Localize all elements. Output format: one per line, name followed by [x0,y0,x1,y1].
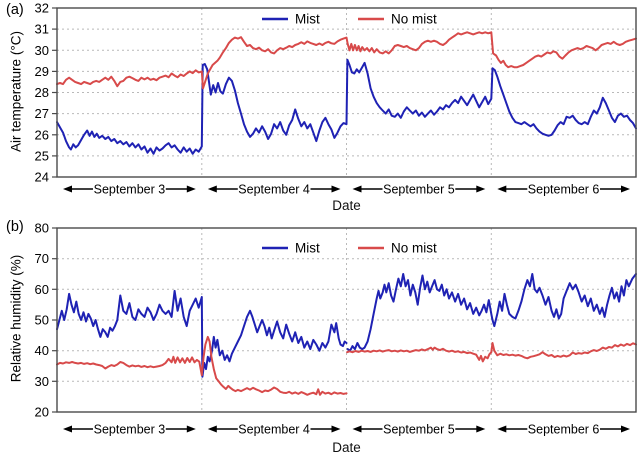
panel-b-label: (b) [6,219,24,235]
y-tick-label: 24 [35,170,49,185]
y-tick-label: 31 [35,22,49,37]
x-axis-title: Date [332,440,361,455]
left-arrow-icon [207,185,217,193]
right-arrow-icon [186,425,196,433]
y-tick-label: 29 [35,64,49,79]
y-tick-label: 70 [35,251,49,266]
right-arrow-icon [476,425,486,433]
y-tick-label: 26 [35,127,49,142]
left-arrow-icon [63,425,72,433]
y-tick-label: 27 [35,106,49,121]
y-tick-label: 20 [35,405,49,420]
day-label-september-6: September 6 [528,423,600,437]
left-arrow-icon [497,425,507,433]
y-tick-label: 50 [35,313,49,328]
left-arrow-icon [497,185,507,193]
day-label-september-5: September 5 [383,183,455,197]
day-label-september-4: September 4 [238,183,310,197]
y-axis-title-temperature: Air temperature (°C) [8,31,24,152]
panel-a-label: (a) [6,2,24,18]
y-tick-label: 28 [35,85,49,100]
series-line-mist [56,289,348,378]
y-tick-label: 40 [35,343,49,358]
day-label-september-6: September 6 [528,183,600,197]
y-tick-label: 30 [35,374,49,389]
day-label-september-4: September 4 [238,423,310,437]
right-arrow-icon [186,185,196,193]
series-line-no-mist [346,342,637,363]
day-label-september-3: September 3 [94,423,166,437]
series-line-mist [346,273,637,352]
right-arrow-icon [331,425,341,433]
y-axis-title-humidity: Relative humidity (%) [8,254,24,383]
series-line-no-mist [56,335,348,396]
y-tick-label: 30 [35,43,49,58]
legend-label-mist: Mist [295,12,320,27]
right-arrow-icon [621,185,630,193]
series-line-no-mist [56,31,637,90]
legend-label-no-mist: No mist [391,241,437,256]
legend-label-no-mist: No mist [391,12,437,27]
left-arrow-icon [63,185,72,193]
legend-label-mist: Mist [295,241,320,256]
y-tick-label: 60 [35,282,49,297]
day-label-september-3: September 3 [94,183,166,197]
left-arrow-icon [352,425,362,433]
left-arrow-icon [352,185,362,193]
right-arrow-icon [621,425,630,433]
y-tick-label: 32 [35,1,49,16]
series-line-mist [56,58,637,155]
y-tick-label: 80 [35,221,49,236]
right-arrow-icon [476,185,486,193]
left-arrow-icon [207,425,217,433]
y-tick-label: 25 [35,148,49,163]
right-arrow-icon [331,185,341,193]
day-label-september-5: September 5 [383,423,455,437]
x-axis-title: Date [332,198,361,213]
